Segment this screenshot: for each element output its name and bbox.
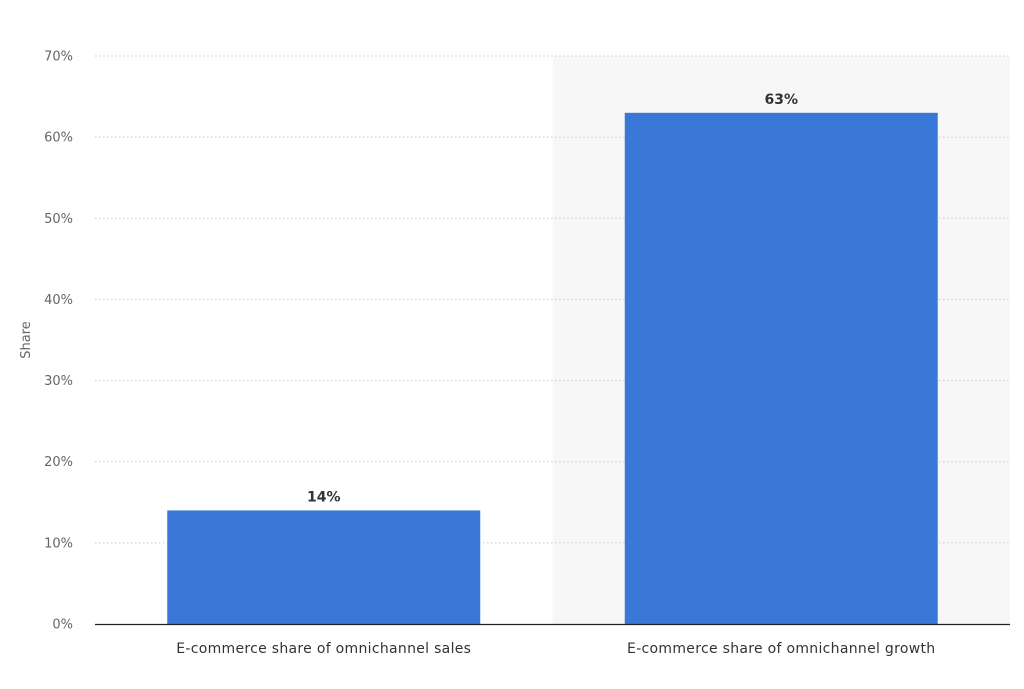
y-tick-label: 70% xyxy=(44,50,73,65)
y-tick-label: 30% xyxy=(44,374,73,389)
y-tick-label: 40% xyxy=(44,293,73,308)
y-tick-label: 0% xyxy=(52,618,73,633)
y-tick-label: 50% xyxy=(44,212,73,227)
x-tick-label: E-commerce share of omnichannel growth xyxy=(627,641,935,657)
y-tick-label: 60% xyxy=(44,131,73,146)
y-axis-ticks: 0% 10% 20% 30% 40% 50% 60% 70% xyxy=(44,50,73,633)
y-tick-label: 20% xyxy=(44,455,73,470)
data-labels: 14% 63% xyxy=(307,92,798,506)
data-label: 14% xyxy=(307,489,341,505)
bar[interactable] xyxy=(624,112,938,625)
x-tick-label: E-commerce share of omnichannel sales xyxy=(176,641,471,657)
bars xyxy=(167,112,938,625)
y-axis-title: Share xyxy=(19,321,34,359)
category-labels: E-commerce share of omnichannel sales E-c… xyxy=(176,641,935,657)
bar[interactable] xyxy=(167,510,481,624)
data-label: 63% xyxy=(764,92,798,108)
y-tick-label: 10% xyxy=(44,536,73,551)
